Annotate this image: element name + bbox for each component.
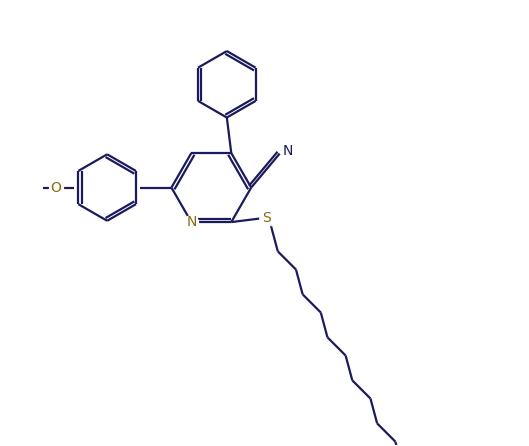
Text: O: O: [51, 181, 61, 194]
Text: N: N: [282, 145, 293, 158]
Text: S: S: [262, 211, 271, 225]
Text: N: N: [186, 215, 197, 229]
